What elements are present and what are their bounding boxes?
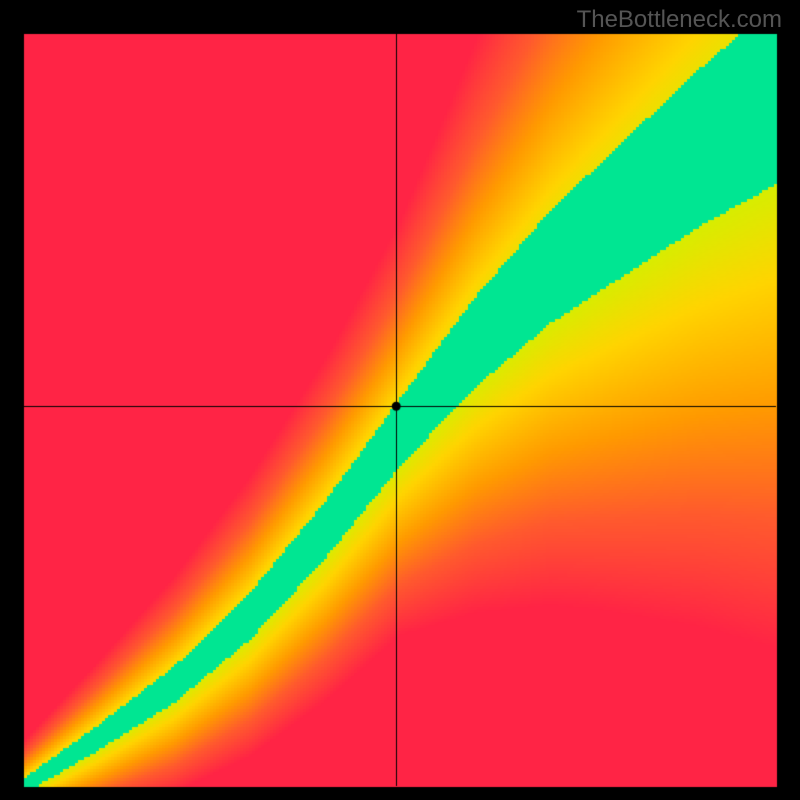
figure-container: TheBottleneck.com [0,0,800,800]
heatmap-canvas [0,0,800,800]
watermark-text: TheBottleneck.com [577,6,782,34]
